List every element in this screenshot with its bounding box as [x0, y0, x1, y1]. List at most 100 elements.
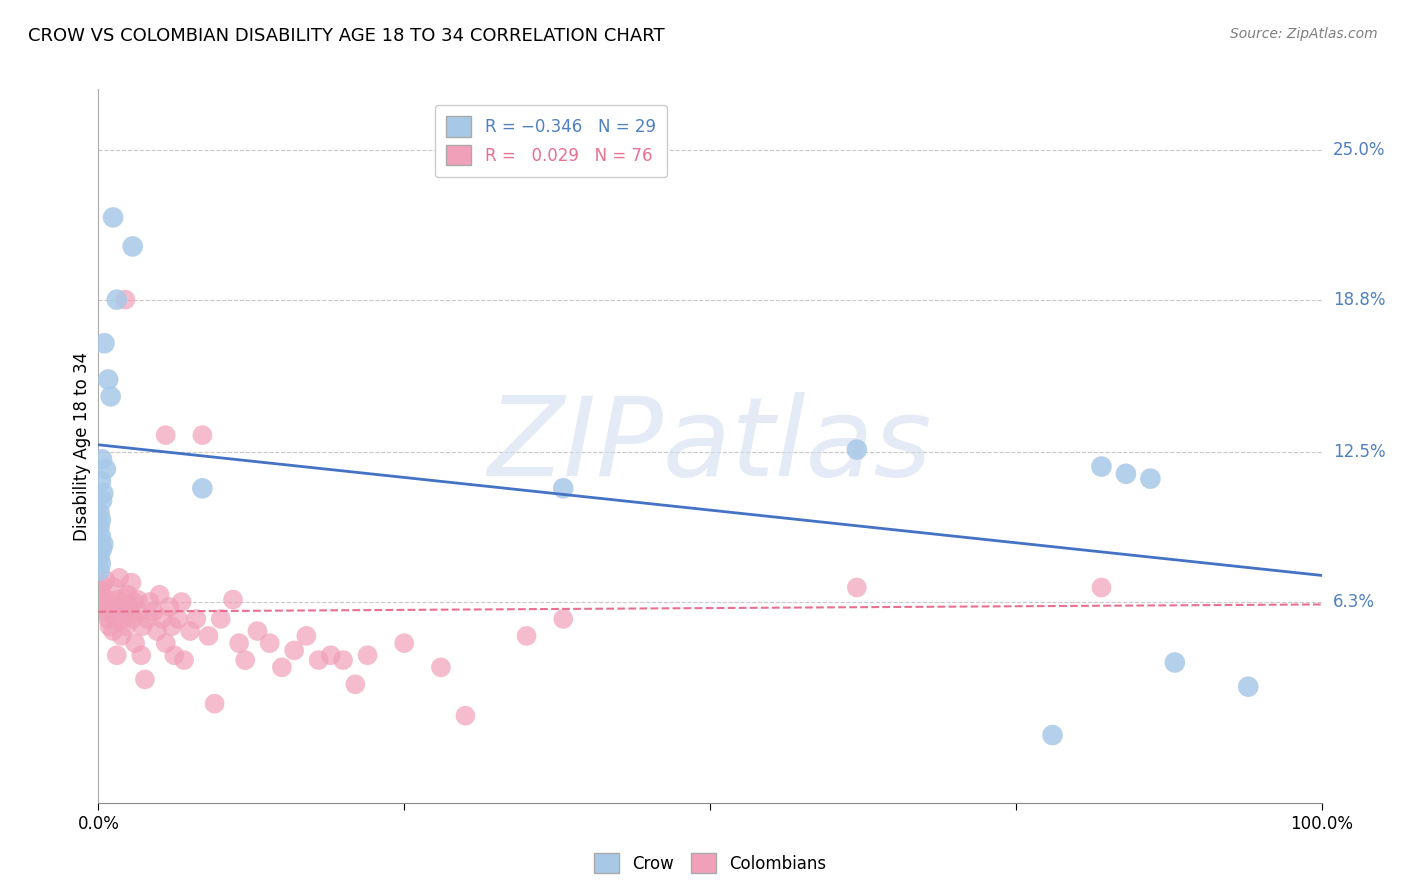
Point	[90, 530, 112, 544]
Point	[89, 564, 111, 578]
Point	[1164, 656, 1187, 670]
Point	[91, 452, 114, 467]
Y-axis label: Disability Age 18 to 34: Disability Age 18 to 34	[73, 351, 91, 541]
Point	[157, 599, 180, 614]
Point	[98, 619, 121, 633]
Point	[332, 653, 354, 667]
Point	[122, 595, 145, 609]
Point	[209, 612, 232, 626]
Point	[105, 293, 128, 307]
Point	[108, 571, 131, 585]
Point	[101, 624, 124, 638]
Point	[150, 612, 173, 626]
Point	[270, 660, 294, 674]
Point	[118, 599, 141, 614]
Text: 6.3%: 6.3%	[1333, 593, 1375, 611]
Point	[120, 605, 142, 619]
Point	[191, 428, 214, 442]
Point	[228, 636, 250, 650]
Point	[1042, 728, 1064, 742]
Point	[89, 506, 111, 520]
Point	[160, 619, 183, 633]
Point	[170, 595, 193, 609]
Point	[136, 612, 159, 626]
Point	[295, 629, 318, 643]
Point	[259, 636, 281, 650]
Text: Source: ZipAtlas.com: Source: ZipAtlas.com	[1230, 27, 1378, 41]
Point	[149, 588, 172, 602]
Point	[163, 648, 186, 663]
Point	[553, 481, 575, 495]
Point	[430, 660, 453, 674]
Point	[90, 474, 112, 488]
Point	[155, 636, 177, 650]
Point	[1090, 581, 1112, 595]
Point	[146, 624, 169, 638]
Point	[128, 605, 150, 619]
Point	[91, 541, 114, 556]
Text: ZIPatlas: ZIPatlas	[488, 392, 932, 500]
Point	[90, 592, 112, 607]
Point	[110, 599, 132, 614]
Point	[89, 520, 111, 534]
Point	[90, 557, 112, 571]
Point	[204, 697, 226, 711]
Point	[121, 612, 143, 626]
Text: 18.8%: 18.8%	[1333, 291, 1385, 309]
Text: 12.5%: 12.5%	[1333, 443, 1385, 461]
Point	[91, 599, 114, 614]
Point	[101, 211, 124, 225]
Point	[97, 612, 120, 626]
Point	[100, 389, 122, 403]
Point	[96, 592, 118, 607]
Point	[120, 575, 142, 590]
Point	[308, 653, 330, 667]
Point	[319, 648, 342, 663]
Point	[101, 599, 124, 614]
Point	[1237, 680, 1260, 694]
Text: CROW VS COLOMBIAN DISABILITY AGE 18 TO 34 CORRELATION CHART: CROW VS COLOMBIAN DISABILITY AGE 18 TO 3…	[28, 27, 665, 45]
Point	[112, 592, 135, 607]
Point	[139, 595, 162, 609]
Point	[197, 629, 219, 643]
Point	[173, 653, 195, 667]
Point	[93, 605, 115, 619]
Point	[121, 239, 143, 253]
Point	[89, 582, 111, 597]
Point	[356, 648, 378, 663]
Point	[91, 537, 114, 551]
Point	[1139, 472, 1161, 486]
Point	[845, 442, 868, 457]
Point	[100, 605, 122, 619]
Point	[142, 605, 165, 619]
Point	[115, 619, 138, 633]
Point	[94, 462, 117, 476]
Point	[97, 372, 120, 386]
Point	[105, 648, 128, 663]
Point	[344, 677, 367, 691]
Point	[91, 486, 114, 500]
Point	[124, 636, 146, 650]
Point	[129, 648, 152, 663]
Point	[111, 612, 134, 626]
Point	[91, 578, 114, 592]
Point	[127, 592, 149, 607]
Point	[1115, 467, 1137, 481]
Point	[134, 673, 156, 687]
Point	[91, 493, 114, 508]
Point	[93, 336, 115, 351]
Point	[155, 428, 177, 442]
Point	[117, 588, 139, 602]
Point	[246, 624, 269, 638]
Point	[845, 581, 868, 595]
Point	[283, 643, 305, 657]
Point	[515, 629, 537, 643]
Point	[107, 592, 129, 607]
Point	[191, 481, 214, 495]
Point	[222, 592, 245, 607]
Point	[392, 636, 416, 650]
Point	[90, 513, 112, 527]
Point	[186, 612, 208, 626]
Point	[179, 624, 201, 638]
Point	[103, 581, 125, 595]
